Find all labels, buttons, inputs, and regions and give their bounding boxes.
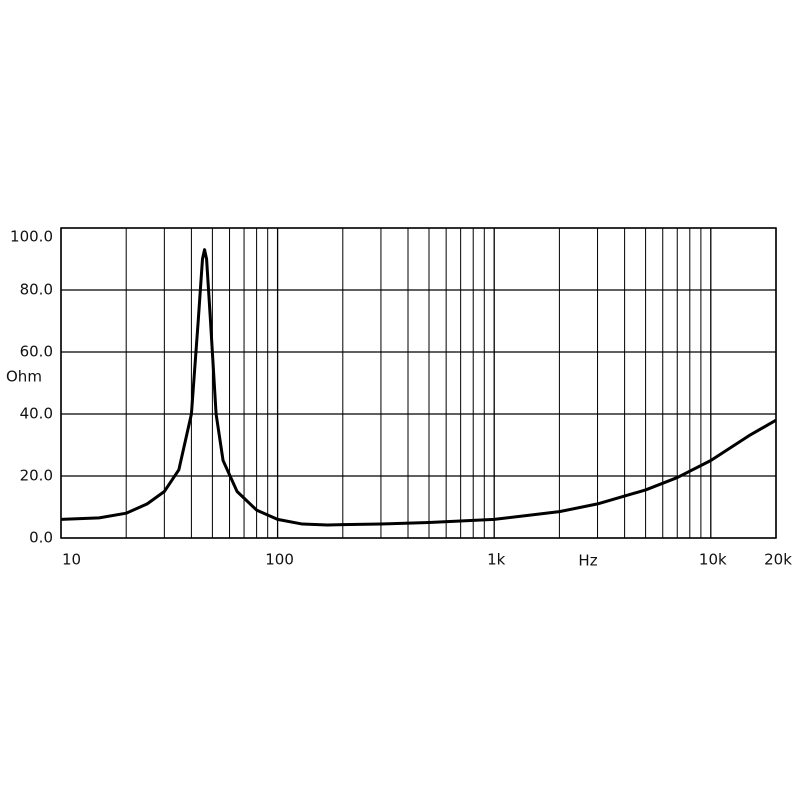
y-tick-label: 20.0 [20,467,53,485]
x-axis-label: Hz [578,552,597,570]
x-tick-label: 10k [699,551,727,569]
y-tick-label: 0.0 [29,529,53,547]
x-tick-label: 1k [487,551,506,569]
y-tick-label: 60.0 [20,343,53,361]
plot-frame [60,227,777,539]
x-tick-label: 20k [764,551,792,569]
y-tick-label: 80.0 [20,281,53,299]
x-tick-label: 10 [62,551,81,569]
y-axis-label: Ohm [6,368,42,386]
x-tick-label: 100 [265,551,294,569]
y-tick-label: 40.0 [20,405,53,423]
impedance-curve [60,248,777,527]
y-tick-label: 100.0 [10,228,53,246]
